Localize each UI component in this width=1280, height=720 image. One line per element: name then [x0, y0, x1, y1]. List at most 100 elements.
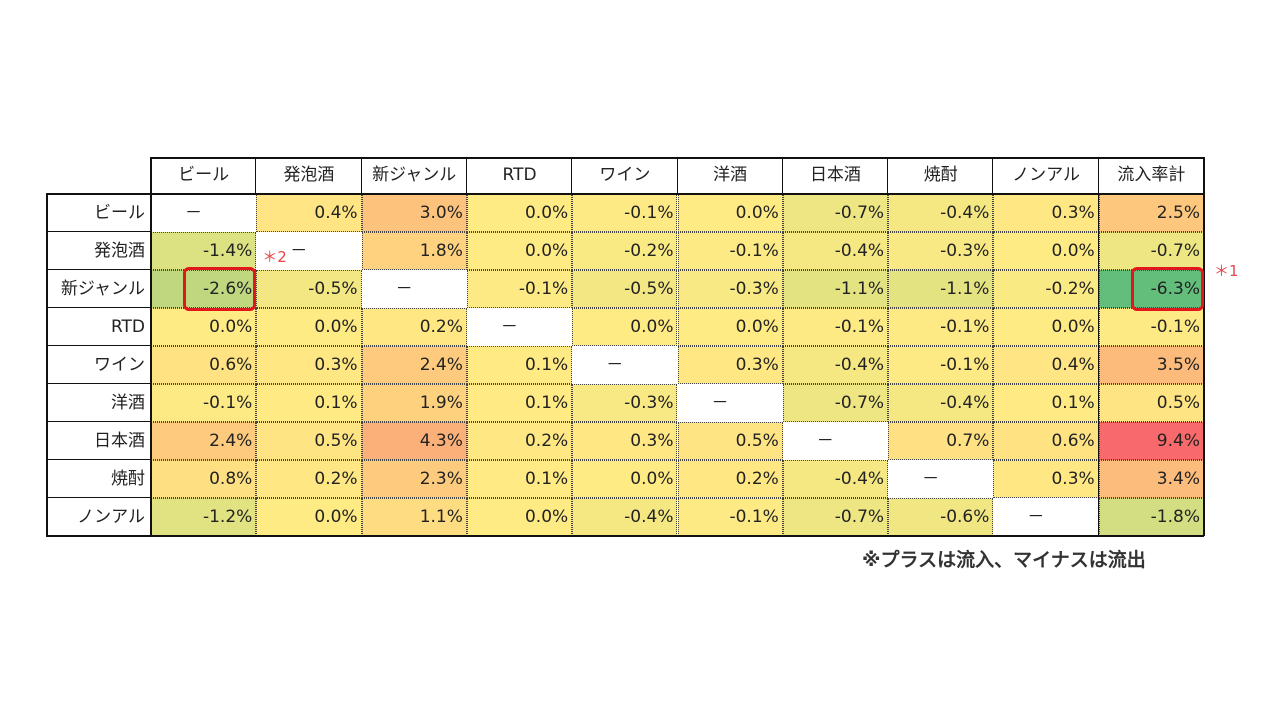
row-header-divider — [150, 157, 152, 536]
row-header-separator — [46, 459, 151, 460]
data-cell: 0.3% — [993, 460, 1099, 498]
data-cell: 3.5% — [1098, 346, 1204, 384]
row-header-separator — [46, 345, 151, 346]
data-cell: 0.2% — [466, 422, 573, 460]
data-cell: 1.9% — [361, 384, 467, 422]
row-header: 発泡酒 — [46, 232, 151, 270]
data-cell: -0.4% — [888, 194, 994, 232]
data-cell: 0.5% — [256, 422, 362, 460]
column-header-divider — [676, 157, 678, 194]
data-cell: 0.0% — [256, 308, 362, 346]
row-header: 日本酒 — [46, 422, 151, 460]
data-cell: 0.0% — [993, 308, 1099, 346]
row-header: RTD — [46, 308, 151, 346]
data-cell: -0.7% — [782, 498, 889, 536]
data-cell: -0.1% — [151, 384, 257, 422]
data-cell: 4.3% — [361, 422, 467, 460]
row-header: 新ジャンル — [46, 270, 151, 308]
column-header: 洋酒 — [677, 157, 783, 194]
table-border-right — [1203, 157, 1205, 536]
data-cell: 0.3% — [993, 194, 1099, 232]
data-cell: 0.4% — [993, 346, 1099, 384]
data-cell: -0.4% — [782, 460, 889, 498]
data-cell: 2.5% — [1098, 194, 1204, 232]
data-cell: 0.1% — [256, 384, 362, 422]
table-border-bottom — [46, 535, 1204, 537]
highlight-box — [183, 267, 257, 311]
column-header: RTD — [466, 157, 573, 194]
data-cell: 0.1% — [466, 346, 573, 384]
data-cell: 0.1% — [993, 384, 1099, 422]
data-cell: 0.1% — [466, 384, 573, 422]
column-header: 流入率計 — [1098, 157, 1204, 194]
column-header-divider — [360, 157, 362, 194]
data-cell: -0.1% — [677, 498, 783, 536]
row-header-separator — [46, 497, 151, 498]
data-cell: 1.1% — [361, 498, 467, 536]
column-header-divider — [255, 157, 257, 194]
column-header: ビール — [151, 157, 257, 194]
column-header: 焼酎 — [888, 157, 994, 194]
column-header: ノンアル — [993, 157, 1099, 194]
data-cell: -1.1% — [888, 270, 994, 308]
data-cell: -0.1% — [888, 346, 994, 384]
data-cell: 0.3% — [572, 422, 678, 460]
data-cell: -0.5% — [572, 270, 678, 308]
empty-cell: － — [466, 308, 573, 346]
data-cell: 0.0% — [466, 498, 573, 536]
data-cell: -0.7% — [782, 384, 889, 422]
data-cell: 0.0% — [677, 308, 783, 346]
empty-cell: － — [361, 270, 467, 308]
empty-cell: － — [888, 460, 994, 498]
data-cell: -0.7% — [782, 194, 889, 232]
data-cell: 0.0% — [466, 232, 573, 270]
data-cell: 0.0% — [466, 194, 573, 232]
data-cell: -1.1% — [782, 270, 889, 308]
data-cell: -0.3% — [677, 270, 783, 308]
row-header-separator — [46, 231, 151, 232]
data-cell: 0.0% — [572, 460, 678, 498]
data-cell: 9.4% — [1098, 422, 1204, 460]
data-cell: -0.4% — [572, 498, 678, 536]
data-cell: -1.8% — [1098, 498, 1204, 536]
empty-cell: － — [677, 384, 783, 422]
data-cell: -0.1% — [1098, 308, 1204, 346]
data-cell: -0.3% — [572, 384, 678, 422]
table-border-top — [151, 157, 1204, 159]
data-cell: 0.0% — [677, 194, 783, 232]
column-header: 新ジャンル — [361, 157, 467, 194]
total-column-divider — [1097, 157, 1100, 536]
data-cell: -0.4% — [782, 346, 889, 384]
data-cell: -6.3% — [1098, 270, 1204, 308]
data-cell: 0.6% — [993, 422, 1099, 460]
row-header: ノンアル — [46, 498, 151, 536]
data-cell: -2.6% — [151, 270, 257, 308]
data-cell: 0.0% — [993, 232, 1099, 270]
row-header-separator — [46, 269, 151, 270]
column-header: ワイン — [572, 157, 678, 194]
column-header-divider — [465, 157, 467, 194]
header-bottom-line — [46, 193, 1204, 195]
annotation-marker: ＊2 — [262, 248, 287, 266]
data-cell: 2.4% — [361, 346, 467, 384]
row-header: ワイン — [46, 346, 151, 384]
data-cell: 0.5% — [1098, 384, 1204, 422]
empty-cell: － — [993, 498, 1099, 536]
data-cell: 0.7% — [888, 422, 994, 460]
data-cell: 0.0% — [572, 308, 678, 346]
row-header-separator — [46, 307, 151, 308]
empty-cell: － — [151, 194, 257, 232]
annotation-marker: ＊1 — [1214, 262, 1239, 280]
empty-cell: － — [782, 422, 889, 460]
data-cell: 2.4% — [151, 422, 257, 460]
data-cell: 3.0% — [361, 194, 467, 232]
row-header: 焼酎 — [46, 460, 151, 498]
data-cell: -0.4% — [888, 384, 994, 422]
data-cell: 0.0% — [151, 308, 257, 346]
table-border-left — [46, 194, 48, 536]
data-cell: -0.1% — [572, 194, 678, 232]
column-header-divider — [571, 157, 573, 194]
data-cell: -0.4% — [782, 232, 889, 270]
row-header: 洋酒 — [46, 384, 151, 422]
